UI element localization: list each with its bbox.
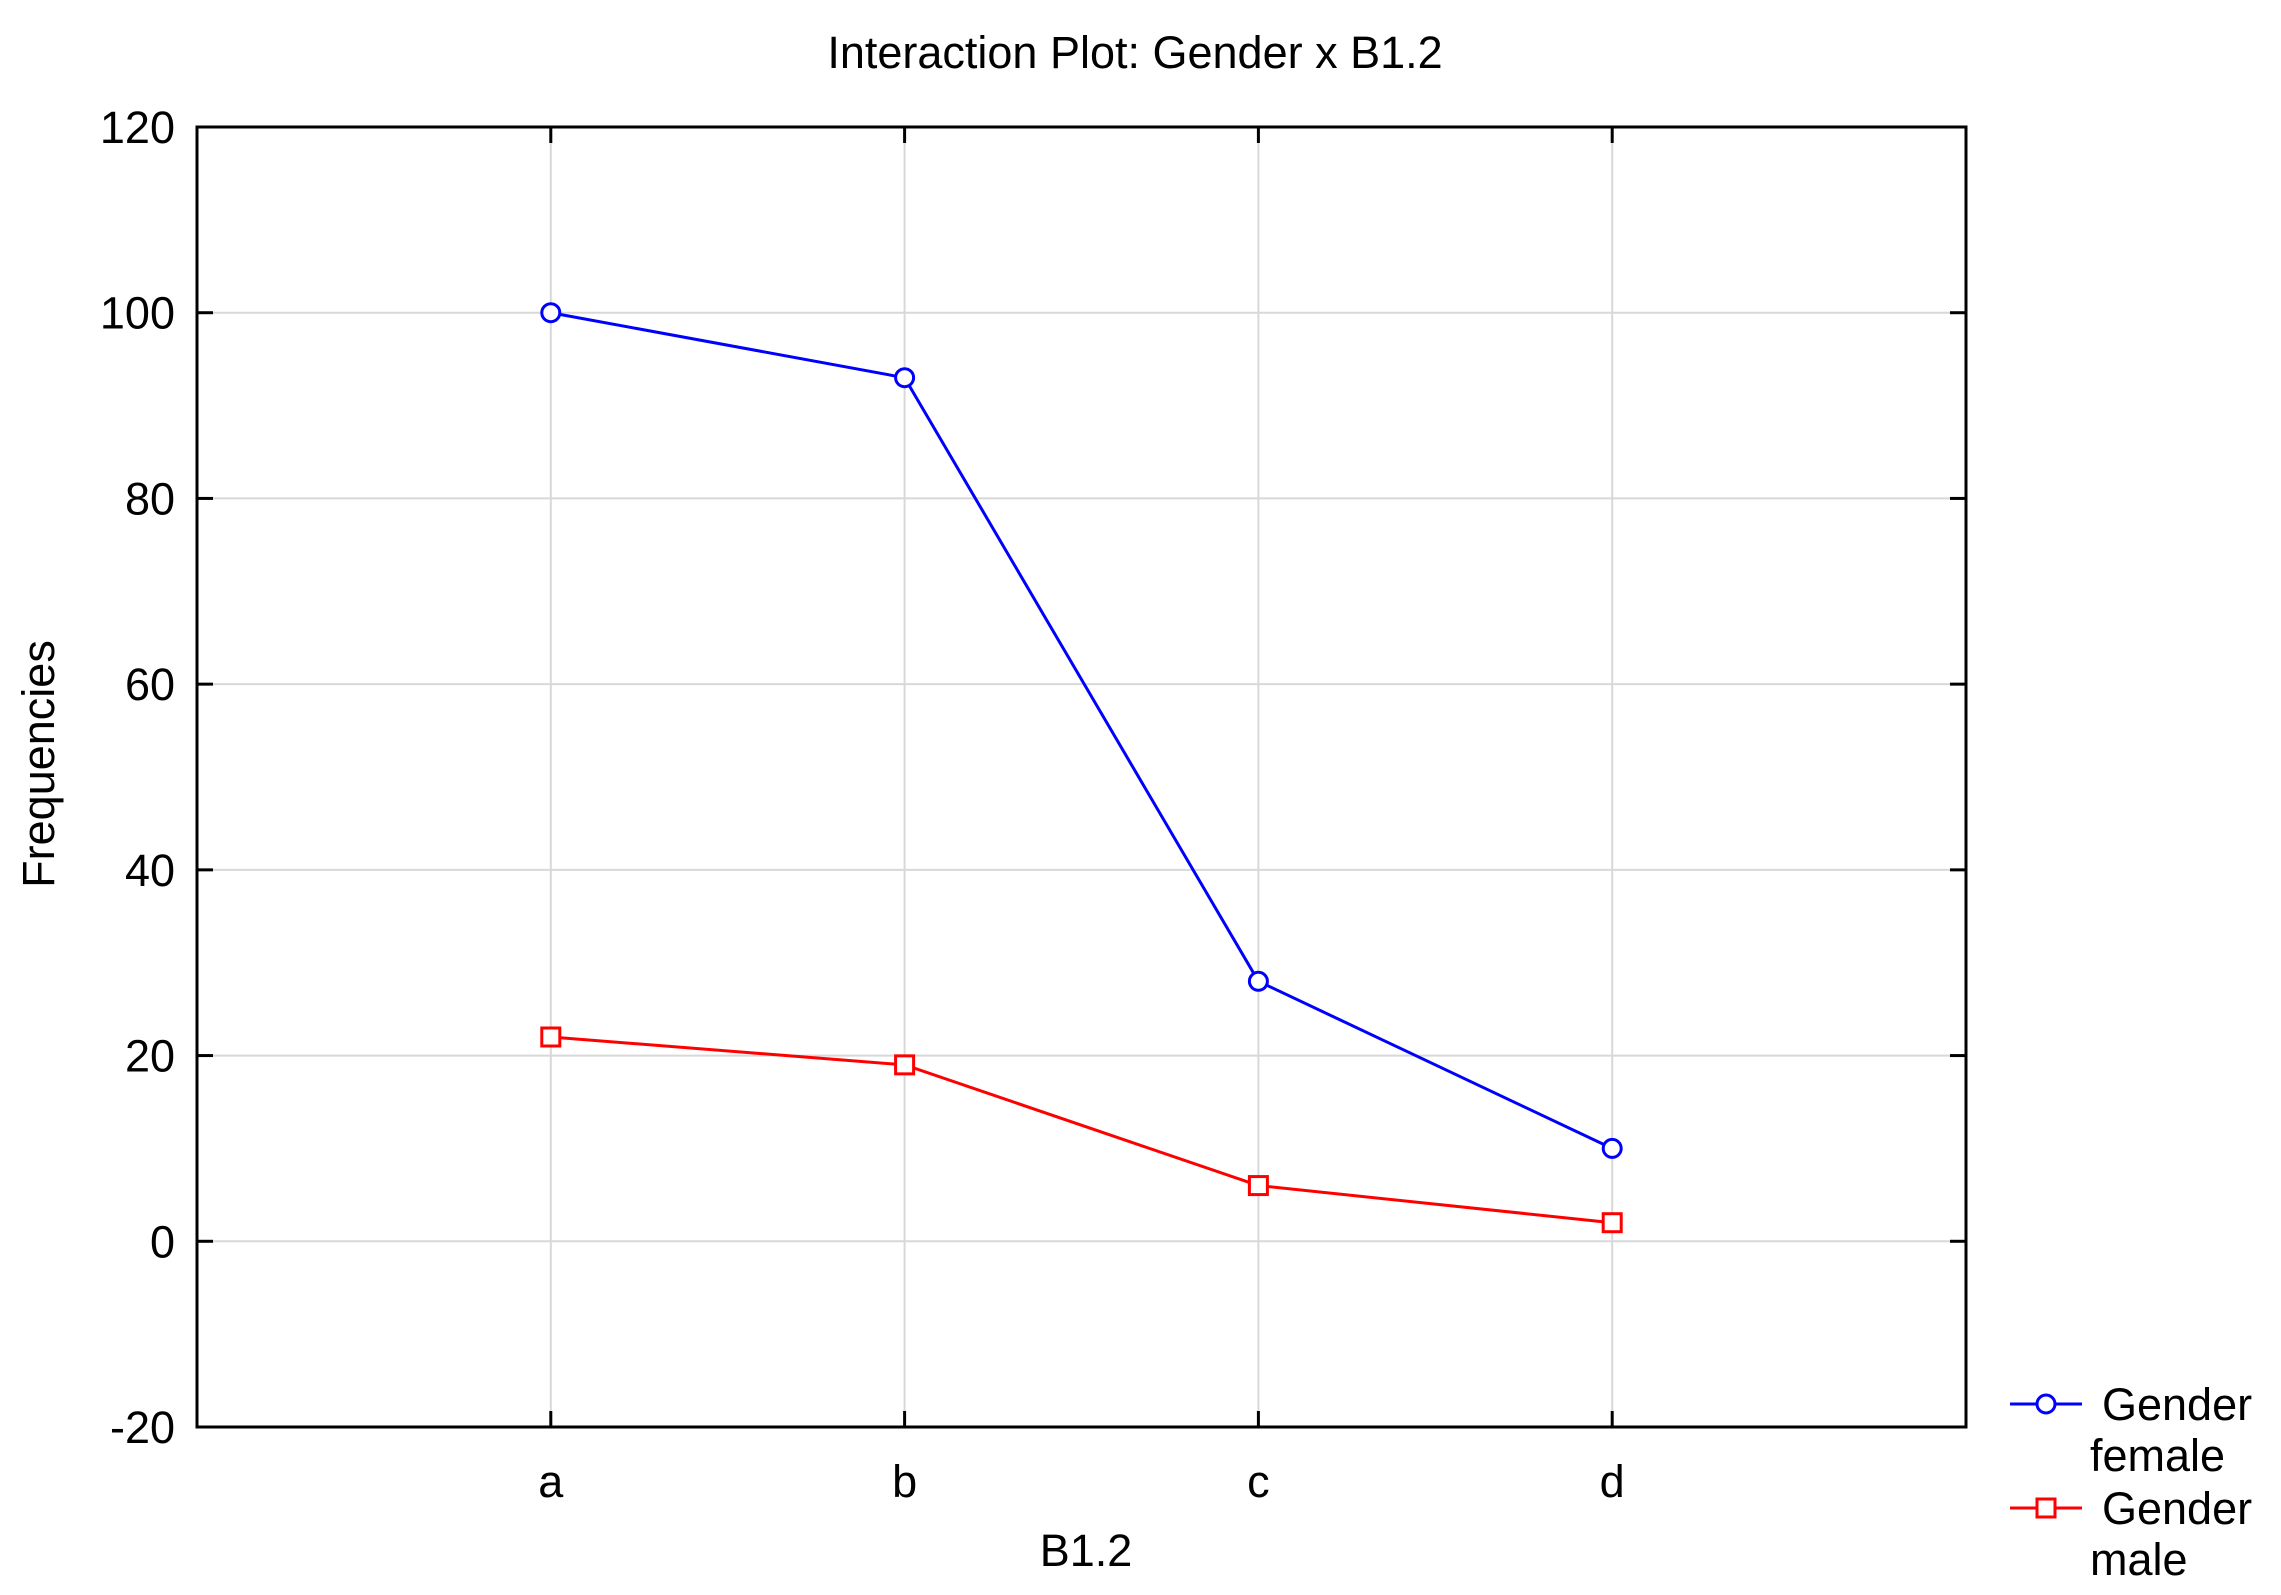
plot-area-frame — [195, 125, 1968, 1429]
y-tick-label: 0 — [150, 1216, 175, 1267]
y-tick-label: -20 — [110, 1402, 175, 1453]
series-male — [540, 1026, 1623, 1234]
series-line-male — [550, 1035, 1613, 1225]
legend-label-line2: male — [2090, 1534, 2188, 1585]
data-point-female-c — [1247, 970, 1269, 992]
data-point-male-c — [1247, 1175, 1269, 1197]
series-layer — [540, 302, 1623, 1234]
y-tick-label: 60 — [125, 659, 175, 710]
y-tick-label: 20 — [125, 1031, 175, 1082]
x-axis-label: B1.2 — [1040, 1525, 1133, 1576]
ticks — [197, 125, 1966, 1429]
y-tick-label: 120 — [100, 102, 175, 153]
legend-label-line2: female — [2090, 1430, 2225, 1481]
legend-marker — [2035, 1497, 2057, 1519]
legend-label-line1: Gender — [2102, 1379, 2252, 1430]
grid — [197, 127, 1966, 1427]
x-tick-labels: a b c d — [538, 1456, 1624, 1507]
x-tick-label: c — [1247, 1456, 1270, 1507]
data-point-male-d — [1601, 1212, 1623, 1234]
data-point-male-b — [894, 1054, 916, 1076]
data-point-female-d — [1601, 1137, 1623, 1159]
x-tick-label: d — [1600, 1456, 1625, 1507]
chart-title: Interaction Plot: Gender x B1.2 — [827, 27, 1442, 78]
legend-marker — [2035, 1393, 2057, 1415]
series-line-female — [550, 311, 1613, 1150]
x-tick-label: b — [892, 1456, 917, 1507]
legend-label-line1: Gender — [2102, 1483, 2252, 1534]
data-point-male-a — [540, 1026, 562, 1048]
y-tick-label: 100 — [100, 288, 175, 339]
y-axis-label: Frequencies — [13, 640, 64, 888]
y-tick-label: 80 — [125, 473, 175, 524]
data-point-female-a — [540, 302, 562, 324]
data-point-female-b — [894, 367, 916, 389]
x-tick-label: a — [538, 1456, 564, 1507]
series-female — [540, 302, 1623, 1159]
y-tick-labels: 120 100 80 60 40 20 0 -20 — [100, 102, 175, 1453]
y-tick-label: 40 — [125, 845, 175, 896]
